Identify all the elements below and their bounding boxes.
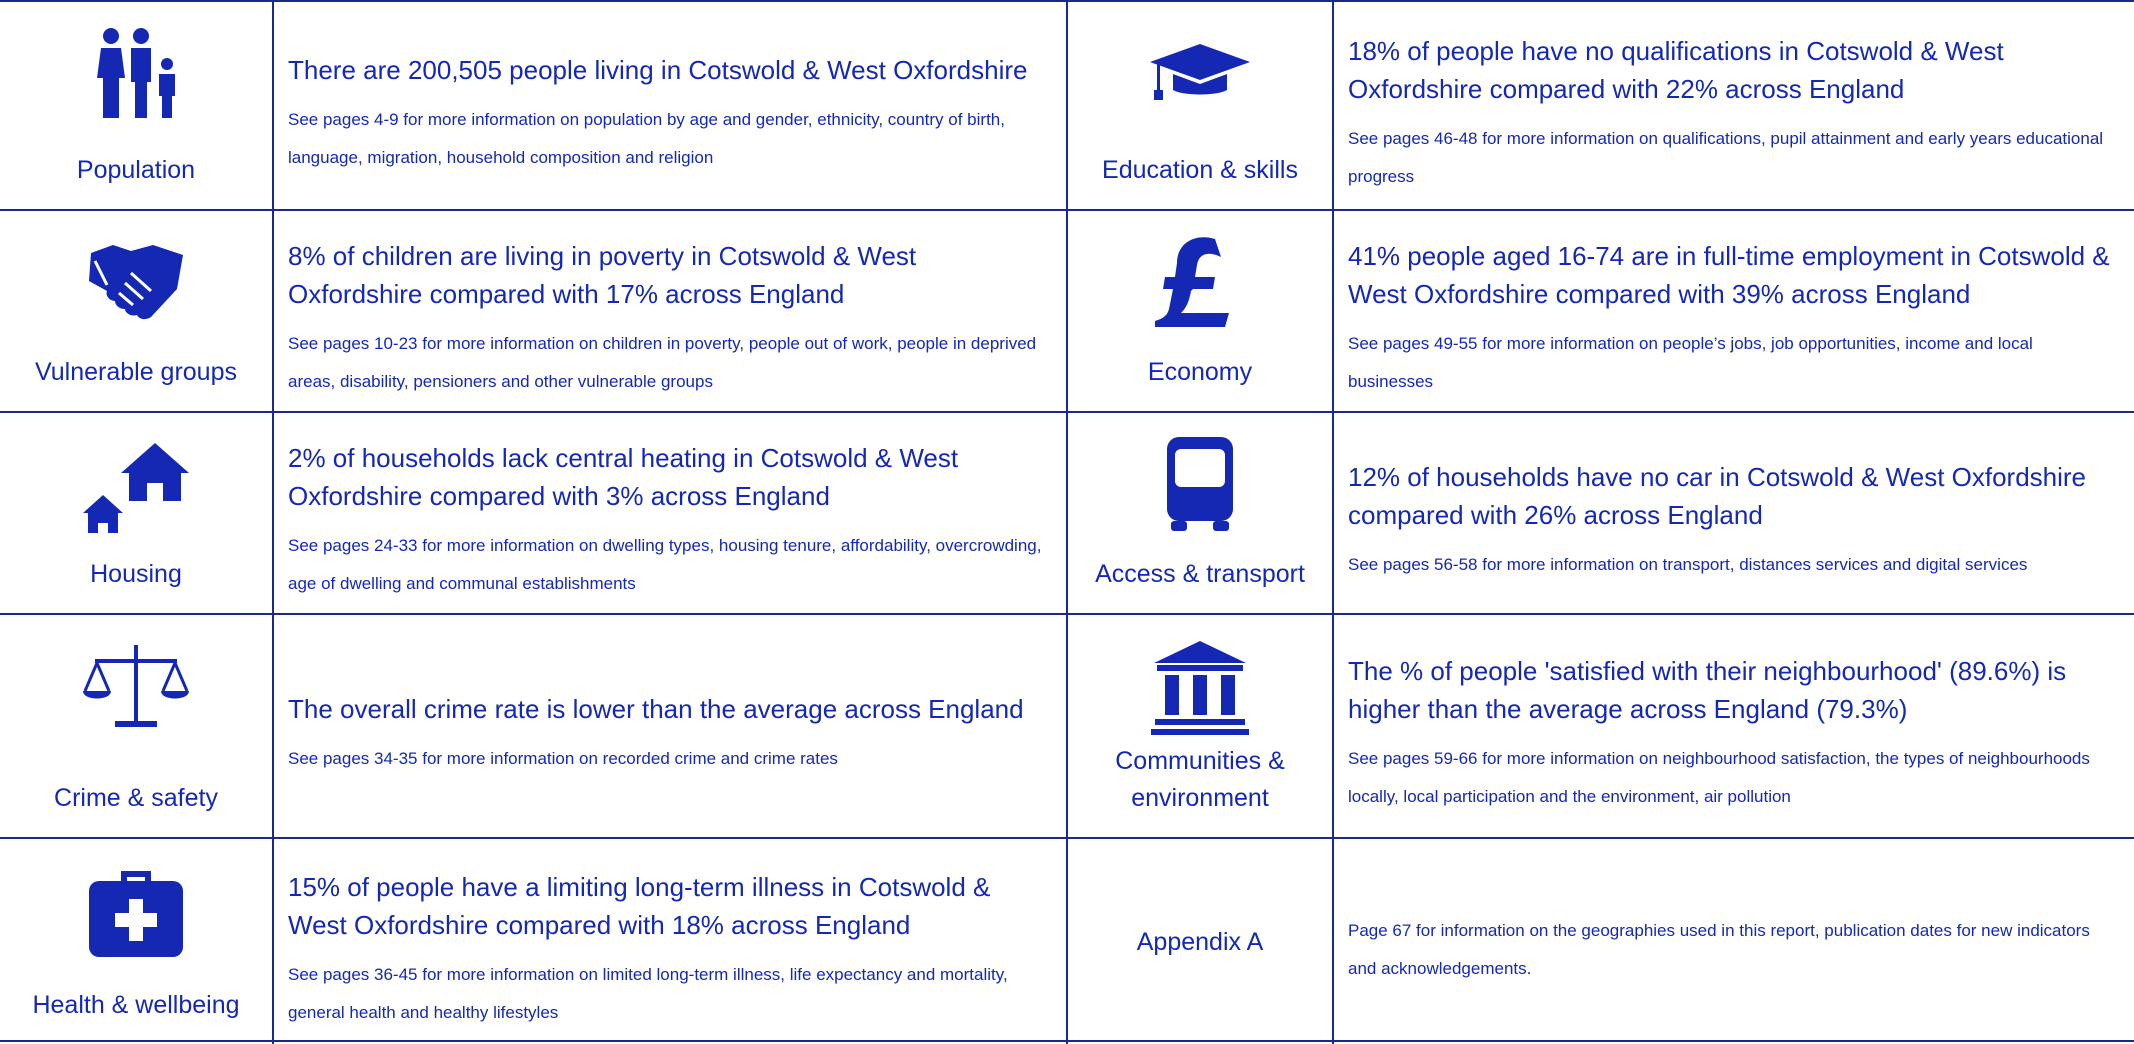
scales-icon <box>83 645 189 727</box>
detail: See pages 59-66 for more information on … <box>1348 749 2090 806</box>
topic-cell: Housing <box>0 413 274 615</box>
headline: There are 200,505 people living in Cotsw… <box>288 54 1028 85</box>
text-cell: The overall crime rate is lower than the… <box>274 615 1068 839</box>
topic-cell: Health & wellbeing <box>0 839 274 1044</box>
bus-icon <box>1167 437 1233 531</box>
headline: 12% of households have no car in Cotswol… <box>1348 462 2087 530</box>
headline: The % of people 'satisfied with their ne… <box>1348 656 2067 724</box>
text-cell: Page 67 for information on the geographi… <box>1334 839 2134 1044</box>
detail: Page 67 for information on the geographi… <box>1348 920 2090 978</box>
topic-cell: Crime & safety <box>0 615 274 839</box>
detail: See pages 36-45 for more information on … <box>288 964 1008 1022</box>
headline: 18% of people have no qualifications in … <box>1348 35 2004 104</box>
housing-icon <box>83 443 189 533</box>
topic-cell: Population <box>0 2 274 211</box>
text-cell: 15% of people have a limiting long-term … <box>274 839 1068 1044</box>
topic-label: Population <box>76 156 196 184</box>
topic-label: Economy <box>1147 358 1253 386</box>
topic-label: Housing <box>90 560 182 588</box>
detail: See pages 24-33 for more information on … <box>288 536 1042 593</box>
topic-cell: Access & transport <box>1068 413 1334 615</box>
topic-cell: Communities & environment <box>1068 615 1334 839</box>
topic-label: Communities & environment <box>1115 747 1285 812</box>
detail: See pages 49-55 for more information on … <box>1348 334 2033 391</box>
topic-cell: Vulnerable groups <box>0 211 274 413</box>
detail: See pages 46-48 for more information on … <box>1348 128 2104 186</box>
text-cell: The % of people 'satisfied with their ne… <box>1334 615 2134 839</box>
detail: See pages 56-58 for more information on … <box>1348 555 2028 574</box>
headline: 15% of people have a limiting long-term … <box>288 871 991 940</box>
building-icon <box>1151 641 1249 735</box>
text-cell: There are 200,505 people living in Cotsw… <box>274 2 1068 211</box>
detail: See pages 10-23 for more information on … <box>288 334 1037 391</box>
topic-label: Access & transport <box>1095 560 1305 588</box>
text-cell: 18% of people have no qualifications in … <box>1334 2 2134 211</box>
headline: 41% people aged 16-74 are in full-time e… <box>1348 241 2110 309</box>
topic-label: Appendix A <box>1136 928 1264 956</box>
headline: 8% of children are living in poverty in … <box>288 241 917 309</box>
detail: See pages 4-9 for more information on po… <box>288 109 1005 167</box>
text-cell: 8% of children are living in poverty in … <box>274 211 1068 413</box>
topic-cell: Appendix A <box>1068 839 1334 1044</box>
topic-label: Education & skills <box>1102 156 1298 184</box>
text-cell: 12% of households have no car in Cotswol… <box>1334 413 2134 615</box>
education-icon <box>1150 44 1250 100</box>
topic-label: Crime & safety <box>54 784 218 812</box>
text-cell: 41% people aged 16-74 are in full-time e… <box>1334 211 2134 413</box>
first-aid-icon <box>89 871 183 957</box>
topic-cell: Education & skills <box>1068 2 1334 211</box>
topic-label: Health & wellbeing <box>32 991 240 1019</box>
population-icon <box>97 28 175 118</box>
headline: 2% of households lack central heating in… <box>288 443 959 511</box>
headline: The overall crime rate is lower than the… <box>288 694 1024 724</box>
handshake-icon <box>89 245 183 320</box>
topic-cell: Economy <box>1068 211 1334 413</box>
topic-label: Vulnerable groups <box>35 358 237 386</box>
text-cell: 2% of households lack central heating in… <box>274 413 1068 615</box>
pound-icon <box>1155 237 1229 327</box>
detail: See pages 34-35 for more information on … <box>288 749 838 768</box>
